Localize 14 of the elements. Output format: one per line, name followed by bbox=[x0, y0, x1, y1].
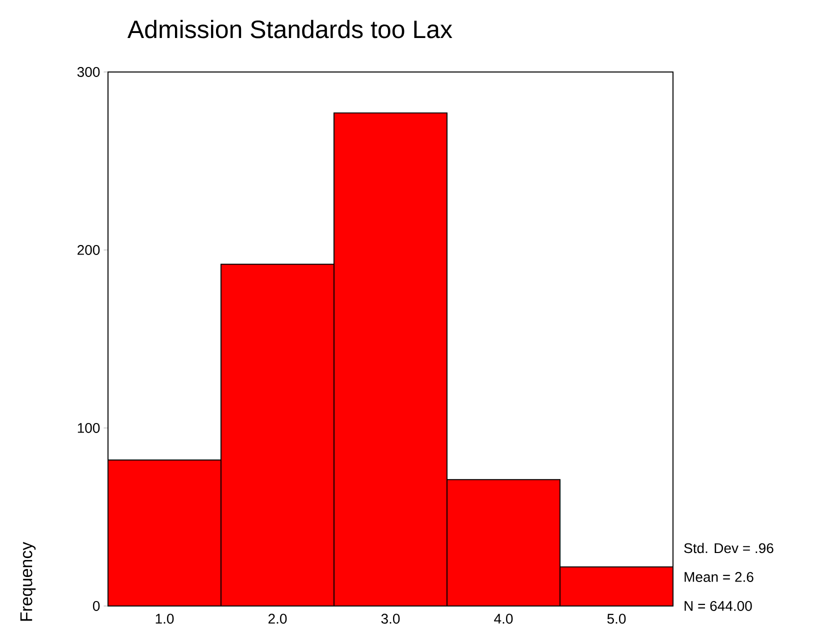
text: Mean = 2.6 bbox=[684, 572, 754, 582]
y-tick-label: 200 bbox=[78, 245, 100, 255]
y-tick-label: 100 bbox=[78, 423, 100, 433]
y-axis-title: Frequency bbox=[20, 542, 36, 621]
text: Std. Dev = .96 bbox=[684, 542, 774, 554]
chart-title: Admission Standards too Lax bbox=[127, 20, 452, 38]
x-tick-label: 5.0 bbox=[607, 614, 626, 624]
y-tick-label: 0 bbox=[92, 601, 100, 611]
x-tick-label: 4.0 bbox=[494, 614, 513, 624]
x-tick-label: 3.0 bbox=[381, 614, 400, 624]
y-tick-label: 300 bbox=[77, 67, 100, 77]
x-tick-label: 2.0 bbox=[268, 614, 287, 624]
text: N = 644.00 bbox=[684, 601, 752, 611]
x-tick-label: 1.0 bbox=[156, 614, 174, 624]
